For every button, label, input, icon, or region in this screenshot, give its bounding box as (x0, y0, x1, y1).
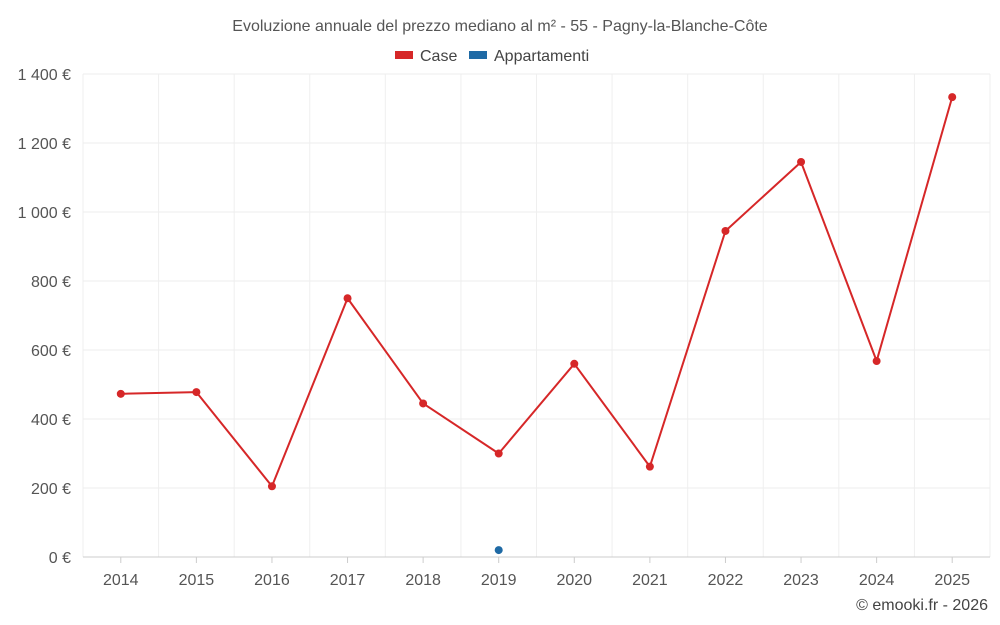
series-appartamenti (494, 546, 503, 555)
data-point[interactable] (570, 359, 579, 368)
gridlines (82, 73, 991, 558)
legend-item-appartamenti[interactable]: Appartamenti (469, 48, 589, 65)
legend-label: Case (420, 48, 457, 65)
y-tick-label: 1 000 € (18, 205, 71, 222)
y-tick-label: 1 400 € (18, 67, 71, 84)
data-point[interactable] (267, 482, 276, 491)
y-axis: 0 € 200 € 400 € 600 € 800 € 1 000 € 1 200 € 1 4… (18, 67, 71, 567)
x-tick-label: 2019 (481, 572, 517, 589)
data-point[interactable] (192, 388, 201, 397)
legend[interactable]: Case Appartamenti (395, 48, 589, 65)
legend-swatch (395, 51, 413, 59)
data-point[interactable] (494, 449, 503, 458)
x-tick-label: 2021 (632, 572, 668, 589)
series-line-case (120, 96, 954, 488)
data-point[interactable] (419, 399, 428, 408)
y-tick-label: 1 200 € (18, 136, 71, 153)
data-point[interactable] (116, 389, 125, 398)
y-tick-label: 400 € (31, 412, 71, 429)
legend-swatch (469, 51, 487, 59)
x-tick-label: 2015 (179, 572, 215, 589)
data-point[interactable] (948, 93, 957, 102)
legend-label: Appartamenti (494, 48, 589, 65)
y-tick-label: 600 € (31, 343, 71, 360)
y-tick-label: 200 € (31, 481, 71, 498)
series-layer (116, 93, 957, 555)
x-tick-label: 2022 (708, 572, 744, 589)
x-tick-label: 2016 (254, 572, 290, 589)
data-point[interactable] (343, 294, 352, 303)
data-point[interactable] (797, 157, 806, 166)
x-tick-label: 2023 (783, 572, 819, 589)
x-tick-label: 2025 (934, 572, 970, 589)
x-axis: 2014 2015 2016 2017 2018 2019 2020 2021 2022 2023… (103, 557, 970, 589)
data-point[interactable] (872, 357, 881, 366)
credit-text: © emooki.fr - 2026 (856, 597, 988, 614)
series-case (116, 93, 957, 491)
x-tick-label: 2024 (859, 572, 895, 589)
x-tick-label: 2018 (405, 572, 441, 589)
y-tick-label: 800 € (31, 274, 71, 291)
data-point[interactable] (494, 546, 503, 555)
data-point[interactable] (645, 462, 654, 471)
legend-item-case[interactable]: Case (395, 48, 457, 65)
data-point[interactable] (721, 226, 730, 235)
x-tick-label: 2020 (556, 572, 592, 589)
x-tick-label: 2017 (330, 572, 366, 589)
y-tick-label: 0 € (49, 550, 71, 567)
chart-title: Evoluzione annuale del prezzo mediano al… (232, 18, 768, 35)
x-tick-label: 2014 (103, 572, 139, 589)
